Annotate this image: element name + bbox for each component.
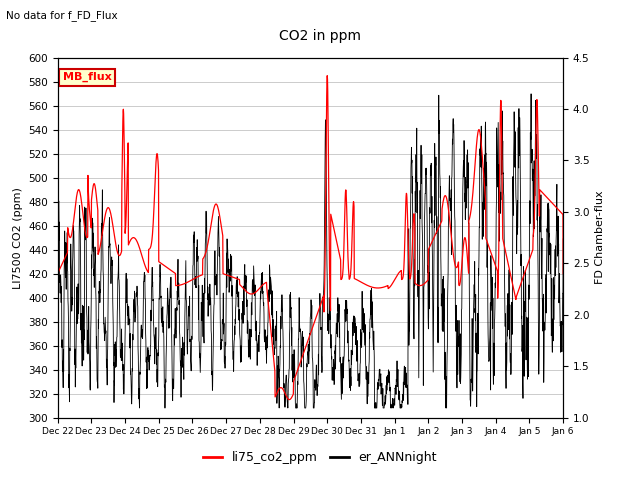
Y-axis label: LI7500 CO2 (ppm): LI7500 CO2 (ppm) xyxy=(13,187,22,288)
li75_co2_ppm xyxy=(452,264,460,270)
er_ANNnight xyxy=(559,236,567,242)
er_ANNnight xyxy=(287,314,294,320)
li75_co2_ppm xyxy=(323,73,331,79)
er_ANNnight xyxy=(300,378,308,384)
Legend: li75_co2_ppm, er_ANNnight: li75_co2_ppm, er_ANNnight xyxy=(198,446,442,469)
li75_co2_ppm xyxy=(79,216,87,221)
li75_co2_ppm xyxy=(287,396,294,402)
Line: li75_co2_ppm: li75_co2_ppm xyxy=(58,76,563,399)
li75_co2_ppm xyxy=(285,396,293,402)
Line: er_ANNnight: er_ANNnight xyxy=(58,94,563,408)
li75_co2_ppm xyxy=(54,271,61,276)
li75_co2_ppm xyxy=(545,197,553,203)
er_ANNnight xyxy=(452,328,460,334)
li75_co2_ppm xyxy=(559,271,567,276)
er_ANNnight xyxy=(136,405,143,411)
er_ANNnight xyxy=(545,207,553,213)
er_ANNnight xyxy=(527,91,535,97)
Text: CO2 in ppm: CO2 in ppm xyxy=(279,29,361,43)
li75_co2_ppm xyxy=(300,350,308,356)
er_ANNnight xyxy=(545,206,552,212)
Y-axis label: FD Chamber-flux: FD Chamber-flux xyxy=(595,191,605,285)
li75_co2_ppm xyxy=(545,196,552,202)
er_ANNnight xyxy=(79,303,87,309)
Text: No data for f_FD_Flux: No data for f_FD_Flux xyxy=(6,10,118,21)
Text: MB_flux: MB_flux xyxy=(63,72,111,82)
er_ANNnight xyxy=(54,299,61,305)
